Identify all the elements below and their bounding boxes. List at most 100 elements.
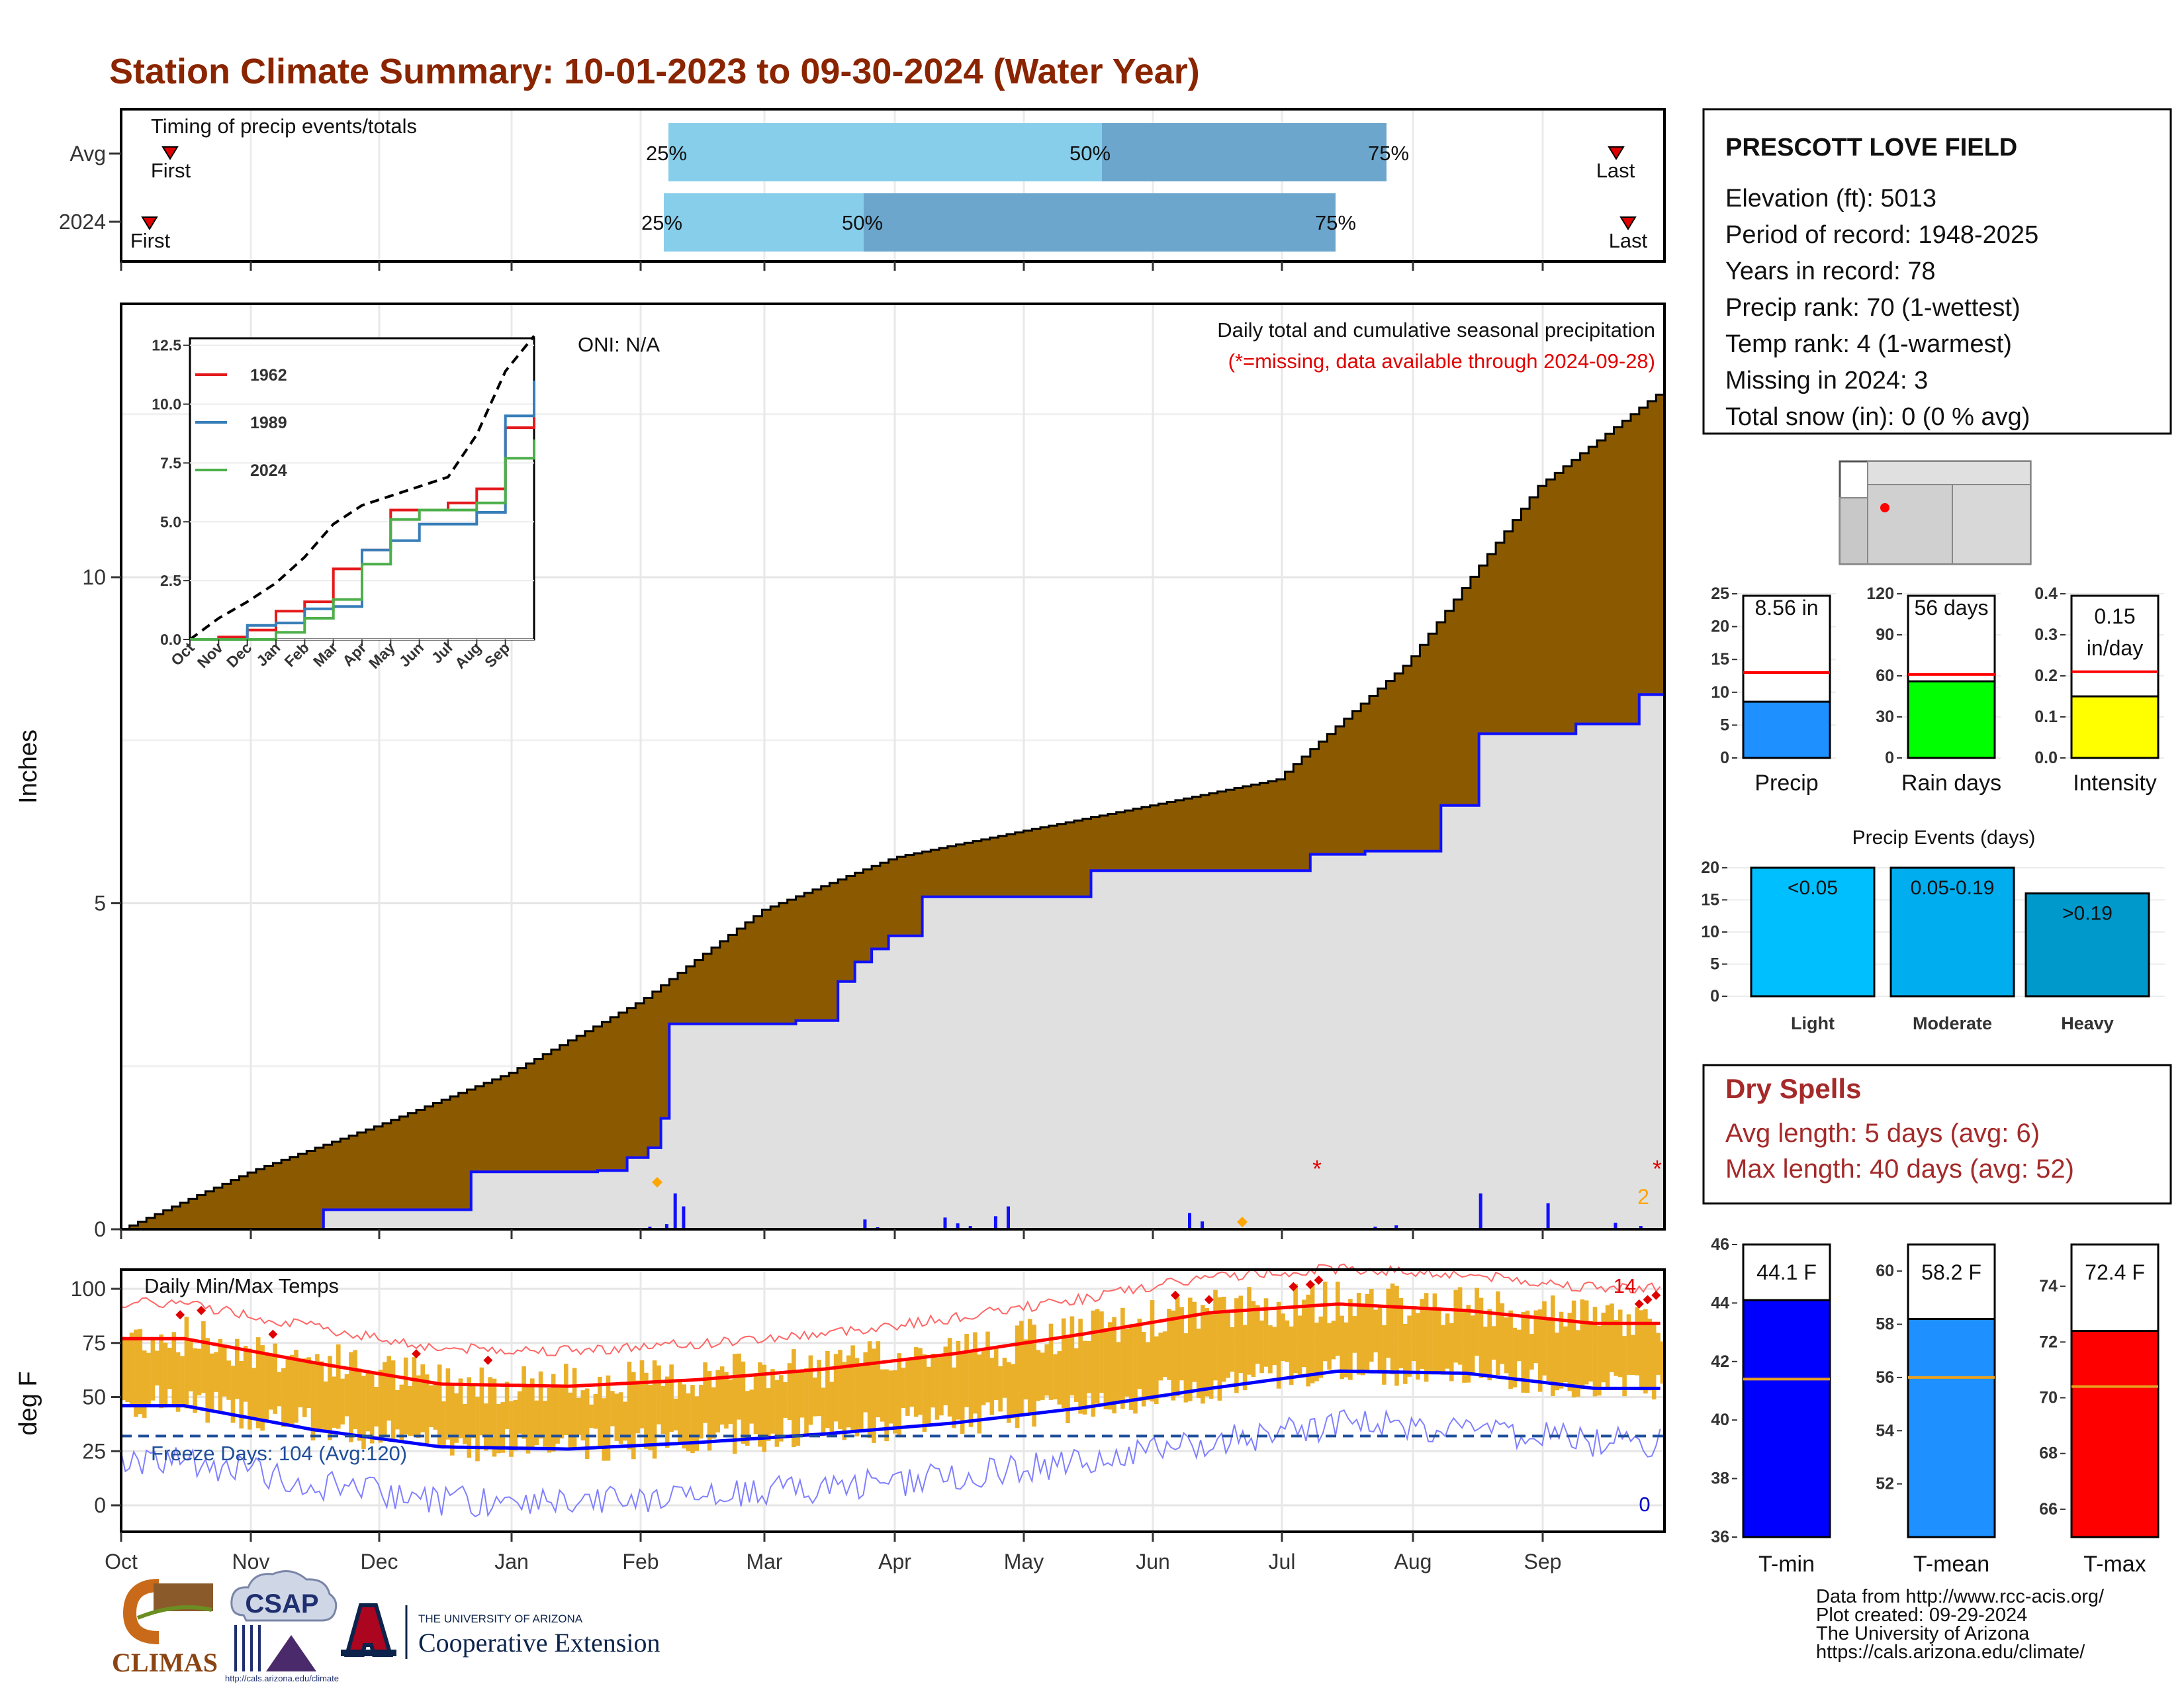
daily-temp-bar xyxy=(1428,1308,1433,1373)
dry-spells-avg: Avg length: 5 days (avg: 6) xyxy=(1725,1119,2040,1148)
daily-temp-bar xyxy=(850,1345,855,1432)
daily-temp-bar xyxy=(1120,1307,1125,1409)
daily-temp-bar xyxy=(129,1333,134,1405)
month-tick-Dec: Dec xyxy=(361,1550,398,1573)
events-title: Precip Events (days) xyxy=(1852,827,2036,849)
daily-temp-bar xyxy=(792,1349,796,1448)
daily-temp-bar xyxy=(1285,1320,1290,1362)
temp-y-tick-75: 75 xyxy=(82,1331,106,1355)
daily-temp-bar xyxy=(1276,1301,1281,1389)
daily-temp-bar xyxy=(1302,1299,1306,1368)
daily-temp-bar xyxy=(1403,1324,1408,1384)
daily-temp-bar xyxy=(1175,1297,1180,1397)
daily-temp-bar xyxy=(1576,1330,1580,1397)
legend-1962: 1962 xyxy=(250,366,287,385)
daily-temp-bar xyxy=(1462,1311,1467,1383)
daily-temp-bar xyxy=(1373,1309,1378,1352)
daily-temp-bar xyxy=(897,1353,901,1437)
daily-precip-bar xyxy=(1546,1203,1550,1229)
missing-marker-2: * xyxy=(1653,1155,1662,1182)
record-min-line xyxy=(120,1409,1661,1518)
temp-bar-t-mean xyxy=(1907,1318,1996,1538)
temp-bar-tick-44: 44 xyxy=(1711,1293,1729,1312)
daily-temp-bar xyxy=(1491,1326,1496,1360)
mini-tick: 0 xyxy=(1720,749,1729,767)
month-tick-Nov: Nov xyxy=(232,1550,270,1573)
daily-temp-bar xyxy=(829,1382,834,1437)
event-category-heavy: Heavy xyxy=(2061,1013,2114,1033)
csap-logo-url: http://cals.arizona.edu/climate xyxy=(225,1673,339,1683)
daily-temp-bar xyxy=(1171,1310,1176,1401)
daily-temp-bar xyxy=(1158,1333,1163,1381)
daily-temp-bar xyxy=(854,1358,860,1436)
daily-temp-bar xyxy=(433,1382,438,1430)
record-high-marker xyxy=(412,1349,422,1359)
daily-temp-bar xyxy=(1002,1358,1007,1398)
daily-temp-bar xyxy=(1386,1288,1391,1358)
station-line-6: Missing in 2024: 3 xyxy=(1725,367,1928,395)
daily-temp-bar xyxy=(1108,1322,1113,1410)
daily-temp-bar xyxy=(774,1380,780,1447)
daily-temp-bar xyxy=(121,1336,126,1401)
avg-p75-label: 75% xyxy=(1368,142,1409,165)
daily-temp-bar xyxy=(424,1374,430,1446)
daily-temp-bar xyxy=(163,1342,168,1408)
daily-temp-bar xyxy=(488,1377,492,1449)
daily-temp-bar xyxy=(610,1391,615,1427)
daily-temp-bar xyxy=(298,1359,303,1407)
daily-temp-bar xyxy=(1496,1291,1500,1376)
daily-temp-bar xyxy=(572,1368,577,1448)
daily-temp-bar xyxy=(660,1386,666,1434)
precip-caption: Daily total and cumulative seasonal prec… xyxy=(1217,318,1655,342)
daily-temp-bar xyxy=(1416,1313,1420,1380)
daily-temp-bar xyxy=(690,1385,695,1454)
daily-temp-bar xyxy=(450,1383,455,1456)
inset-average-line xyxy=(189,335,535,641)
daily-temp-bar xyxy=(1470,1315,1475,1374)
daily-temp-bar xyxy=(664,1376,670,1448)
chart-title: Station Climate Summary: 10-01-2023 to 0… xyxy=(109,52,1200,91)
daily-temp-bar xyxy=(323,1382,328,1432)
daily-temp-bar xyxy=(728,1379,733,1425)
daily-temp-bar xyxy=(1032,1325,1036,1427)
daily-temp-bar xyxy=(441,1401,446,1449)
daily-temp-bar xyxy=(968,1351,974,1427)
daily-temp-bar xyxy=(799,1372,805,1418)
daily-temp-bar xyxy=(534,1400,539,1446)
daily-temp-bar xyxy=(918,1348,923,1415)
daily-temp-bar xyxy=(1356,1293,1361,1375)
daily-temp-bar xyxy=(1314,1323,1319,1382)
daily-temp-bar xyxy=(230,1366,236,1423)
avg-max-line xyxy=(121,1302,1661,1388)
daily-temp-bar xyxy=(1188,1297,1193,1401)
daily-temp-bar xyxy=(437,1364,442,1448)
temp-bar-t-min xyxy=(1742,1299,1831,1538)
daily-temp-bar xyxy=(952,1367,956,1429)
mini-tick: 0 xyxy=(1885,749,1894,767)
station-line-5: Temp rank: 4 (1-warmest) xyxy=(1725,330,2012,358)
daily-temp-bar xyxy=(361,1376,366,1450)
daily-temp-bar xyxy=(1537,1309,1543,1392)
daily-precip-bar xyxy=(968,1226,972,1229)
daily-precip-bar xyxy=(863,1219,867,1229)
events-y-tick-15: 15 xyxy=(1701,890,1719,909)
event-bar-heavy xyxy=(2025,892,2150,998)
event-bar-label: >0.19 xyxy=(2062,903,2113,925)
footer-line-1: Data from http://www.rcc-acis.org/ xyxy=(1816,1586,2105,1607)
precip-panel: * * 2 0 5 10 Daily total and cumulative se… xyxy=(15,303,1666,1241)
daily-temp-bar xyxy=(846,1355,851,1428)
daily-temp-bar xyxy=(1259,1320,1264,1374)
daily-temp-bar xyxy=(1331,1321,1336,1360)
daily-temp-bar xyxy=(1116,1342,1121,1403)
daily-temp-bar xyxy=(989,1358,995,1415)
daily-temp-bar xyxy=(399,1384,404,1443)
precip-y-tick-5: 5 xyxy=(94,892,106,915)
mini-tick: 20 xyxy=(1711,618,1729,636)
daily-temp-bar xyxy=(243,1346,248,1402)
temp-bar-category: T-max xyxy=(2083,1552,2146,1577)
daily-temp-bar xyxy=(251,1368,257,1420)
daily-temp-bar xyxy=(1297,1315,1302,1376)
temp-bar-t-max xyxy=(2070,1329,2160,1538)
daily-temp-bar xyxy=(993,1347,999,1400)
daily-temp-bar xyxy=(1057,1351,1062,1405)
